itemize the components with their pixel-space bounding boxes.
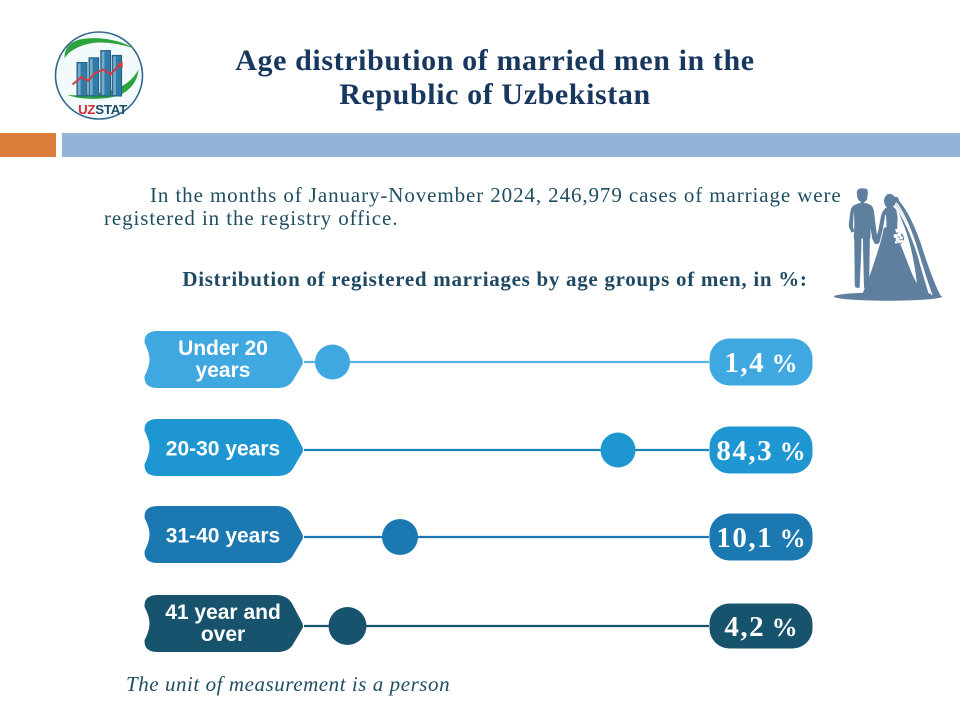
svg-text:UZSTAT: UZSTAT: [78, 102, 127, 117]
svg-text:41 year and: 41 year and: [165, 601, 281, 624]
svg-text:over: over: [201, 623, 245, 646]
svg-text:4,2 %: 4,2 %: [724, 611, 797, 643]
svg-text:84,3 %: 84,3 %: [716, 435, 805, 467]
svg-text:31-40 years: 31-40 years: [166, 525, 280, 548]
svg-text:Under 20: Under 20: [178, 337, 268, 360]
svg-text:1,4 %: 1,4 %: [724, 347, 797, 379]
svg-text:10,1 %: 10,1 %: [716, 522, 805, 554]
svg-text:20-30 years: 20-30 years: [166, 438, 280, 461]
svg-text:years: years: [196, 359, 251, 382]
